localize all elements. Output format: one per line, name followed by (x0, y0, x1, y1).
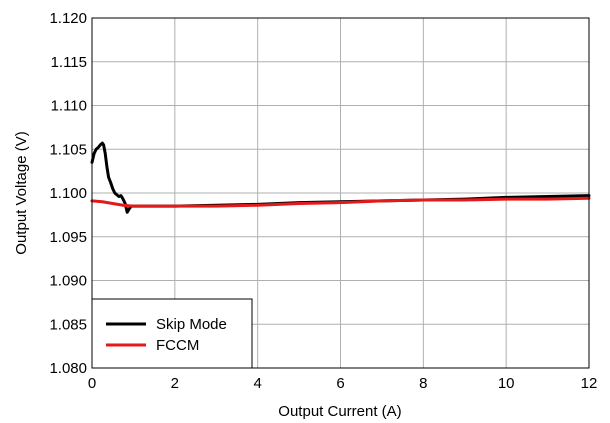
x-tick-labels: 0 2 4 6 8 10 12 (88, 375, 598, 392)
legend: Skip Mode FCCM (91, 298, 253, 369)
x-tick-label: 10 (498, 375, 515, 392)
y-tick-labels: 1.080 1.085 1.090 1.095 1.100 1.105 1.110 1.115… (49, 10, 87, 377)
x-tick-label: 12 (581, 375, 598, 392)
x-tick-label: 2 (171, 375, 179, 392)
x-tick-label: 8 (419, 375, 427, 392)
y-axis-title: Output Voltage (V) (13, 131, 30, 254)
x-tick-label: 6 (336, 375, 344, 392)
series-line-fccm (90, 196, 591, 208)
y-tick-label: 1.120 (49, 10, 87, 27)
y-tick-label: 1.110 (51, 98, 87, 115)
x-axis-title: Output Current (A) (278, 403, 401, 420)
y-tick-label: 1.090 (49, 273, 87, 290)
y-tick-label: 1.115 (51, 54, 87, 71)
plot-frame (91, 17, 590, 369)
y-tick-label: 1.095 (49, 229, 87, 246)
x-tick-label: 0 (88, 375, 96, 392)
legend-label-skip-mode: Skip Mode (156, 316, 227, 333)
y-tick-label: 1.100 (49, 185, 87, 202)
legend-label-fccm: FCCM (156, 337, 199, 354)
x-tick-label: 4 (253, 375, 261, 392)
y-tick-label: 1.080 (49, 360, 87, 377)
legend-box (91, 298, 253, 369)
y-tick-label: 1.085 (49, 316, 87, 333)
y-tick-label: 1.105 (49, 141, 87, 158)
series-lines (90, 141, 591, 214)
